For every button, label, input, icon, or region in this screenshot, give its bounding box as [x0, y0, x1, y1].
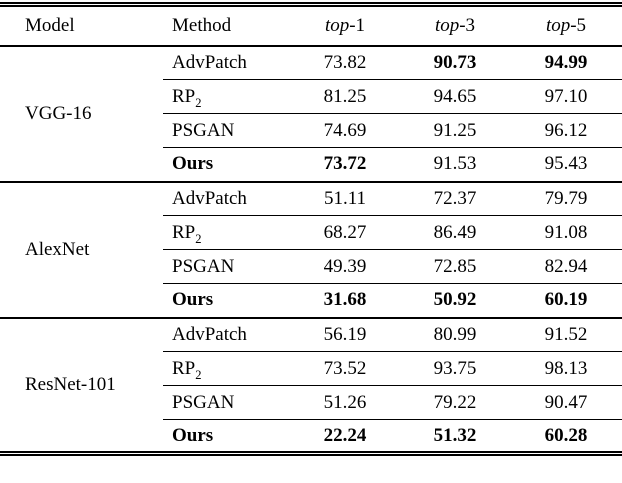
table-row: AlexNet AdvPatch 51.11 72.37 79.79	[0, 181, 622, 319]
table-row: Ours 22.24 51.32 60.28	[0, 419, 622, 456]
table-row: RP2 81.25 94.65 97.10	[0, 79, 622, 114]
top3-value: 50.92	[400, 283, 510, 319]
top1-value: 73.72	[290, 147, 400, 183]
model-group-vgg16: VGG-16 AdvPatch 73.82 90.73 94.99 RP2 81…	[0, 45, 622, 183]
top1-value: 49.39	[290, 249, 400, 284]
method-name: AdvPatch	[163, 45, 290, 80]
top5-rest-part: -5	[570, 14, 587, 36]
table-header: Model Method top-1 top-3 top-5	[0, 2, 622, 47]
top1-value: 31.68	[290, 283, 400, 319]
col-header-model: Model	[0, 2, 163, 47]
top3-value: 51.32	[400, 419, 510, 456]
top5-value: 82.94	[510, 249, 622, 284]
col-header-method: Method	[163, 2, 290, 47]
table-row: PSGAN 49.39 72.85 82.94	[0, 249, 622, 284]
table-row: Ours 31.68 50.92 60.19	[0, 283, 622, 319]
top1-value: 51.11	[290, 181, 400, 216]
method-name: Ours	[163, 419, 290, 456]
model-name: AlexNet	[0, 181, 163, 319]
col-header-top5: top-5	[510, 2, 622, 47]
method-name: PSGAN	[163, 249, 290, 284]
top3-value: 91.53	[400, 147, 510, 183]
method-name: AdvPatch	[163, 181, 290, 216]
method-base: RP	[172, 85, 196, 107]
top1-rest-part: -1	[349, 14, 366, 36]
model-name: VGG-16	[0, 45, 163, 183]
top1-value: 74.69	[290, 113, 400, 148]
method-name: RP2	[163, 351, 290, 386]
model-group-resnet101: ResNet-101 AdvPatch 56.19 80.99 91.52 RP…	[0, 317, 622, 456]
method-base: RP	[172, 221, 196, 243]
top3-value: 72.37	[400, 181, 510, 216]
method-name: PSGAN	[163, 385, 290, 420]
table-row: RP2 68.27 86.49 91.08	[0, 215, 622, 250]
method-subscript: 2	[195, 231, 202, 246]
top5-value: 79.79	[510, 181, 622, 216]
model-group-alexnet: AlexNet AdvPatch 51.11 72.37 79.79 RP2 6…	[0, 181, 622, 319]
top3-italic-part: top	[434, 14, 460, 36]
top5-value: 91.08	[510, 215, 622, 250]
top5-value: 94.99	[510, 45, 622, 80]
top5-value: 98.13	[510, 351, 622, 386]
top5-value: 91.52	[510, 317, 622, 352]
method-name: AdvPatch	[163, 317, 290, 352]
top1-value: 73.52	[290, 351, 400, 386]
top5-italic-part: top	[545, 14, 571, 36]
method-name: RP2	[163, 79, 290, 114]
header-row: Model Method top-1 top-3 top-5	[0, 2, 622, 47]
top1-italic-part: top	[324, 14, 350, 36]
top5-value: 90.47	[510, 385, 622, 420]
table-row: VGG-16 AdvPatch 73.82 90.73 94.99	[0, 45, 622, 183]
top1-value: 51.26	[290, 385, 400, 420]
method-subscript: 2	[195, 95, 202, 110]
top3-value: 90.73	[400, 45, 510, 80]
top1-value: 56.19	[290, 317, 400, 352]
table-row: RP2 73.52 93.75 98.13	[0, 351, 622, 386]
top5-value: 97.10	[510, 79, 622, 114]
top1-value: 22.24	[290, 419, 400, 456]
method-name: PSGAN	[163, 113, 290, 148]
top3-value: 72.85	[400, 249, 510, 284]
col-header-top3: top-3	[400, 2, 510, 47]
table-row: PSGAN 51.26 79.22 90.47	[0, 385, 622, 420]
method-base: RP	[172, 357, 196, 379]
top5-value: 95.43	[510, 147, 622, 183]
top5-value: 96.12	[510, 113, 622, 148]
top1-value: 73.82	[290, 45, 400, 80]
top3-value: 91.25	[400, 113, 510, 148]
top3-value: 80.99	[400, 317, 510, 352]
top3-value: 79.22	[400, 385, 510, 420]
method-name: Ours	[163, 283, 290, 319]
method-name: Ours	[163, 147, 290, 183]
col-header-top1: top-1	[290, 2, 400, 47]
top5-value: 60.19	[510, 283, 622, 319]
table-row: Ours 73.72 91.53 95.43	[0, 147, 622, 183]
method-subscript: 2	[195, 367, 202, 382]
top1-value: 81.25	[290, 79, 400, 114]
model-name: ResNet-101	[0, 317, 163, 456]
top5-value: 60.28	[510, 419, 622, 456]
table-row: PSGAN 74.69 91.25 96.12	[0, 113, 622, 148]
top3-value: 86.49	[400, 215, 510, 250]
top3-rest-part: -3	[459, 14, 476, 36]
top3-value: 94.65	[400, 79, 510, 114]
results-table: Model Method top-1 top-3 top-5 VGG-16 Ad…	[0, 2, 622, 456]
top1-value: 68.27	[290, 215, 400, 250]
method-name: RP2	[163, 215, 290, 250]
table-row: ResNet-101 AdvPatch 56.19 80.99 91.52	[0, 317, 622, 456]
top3-value: 93.75	[400, 351, 510, 386]
